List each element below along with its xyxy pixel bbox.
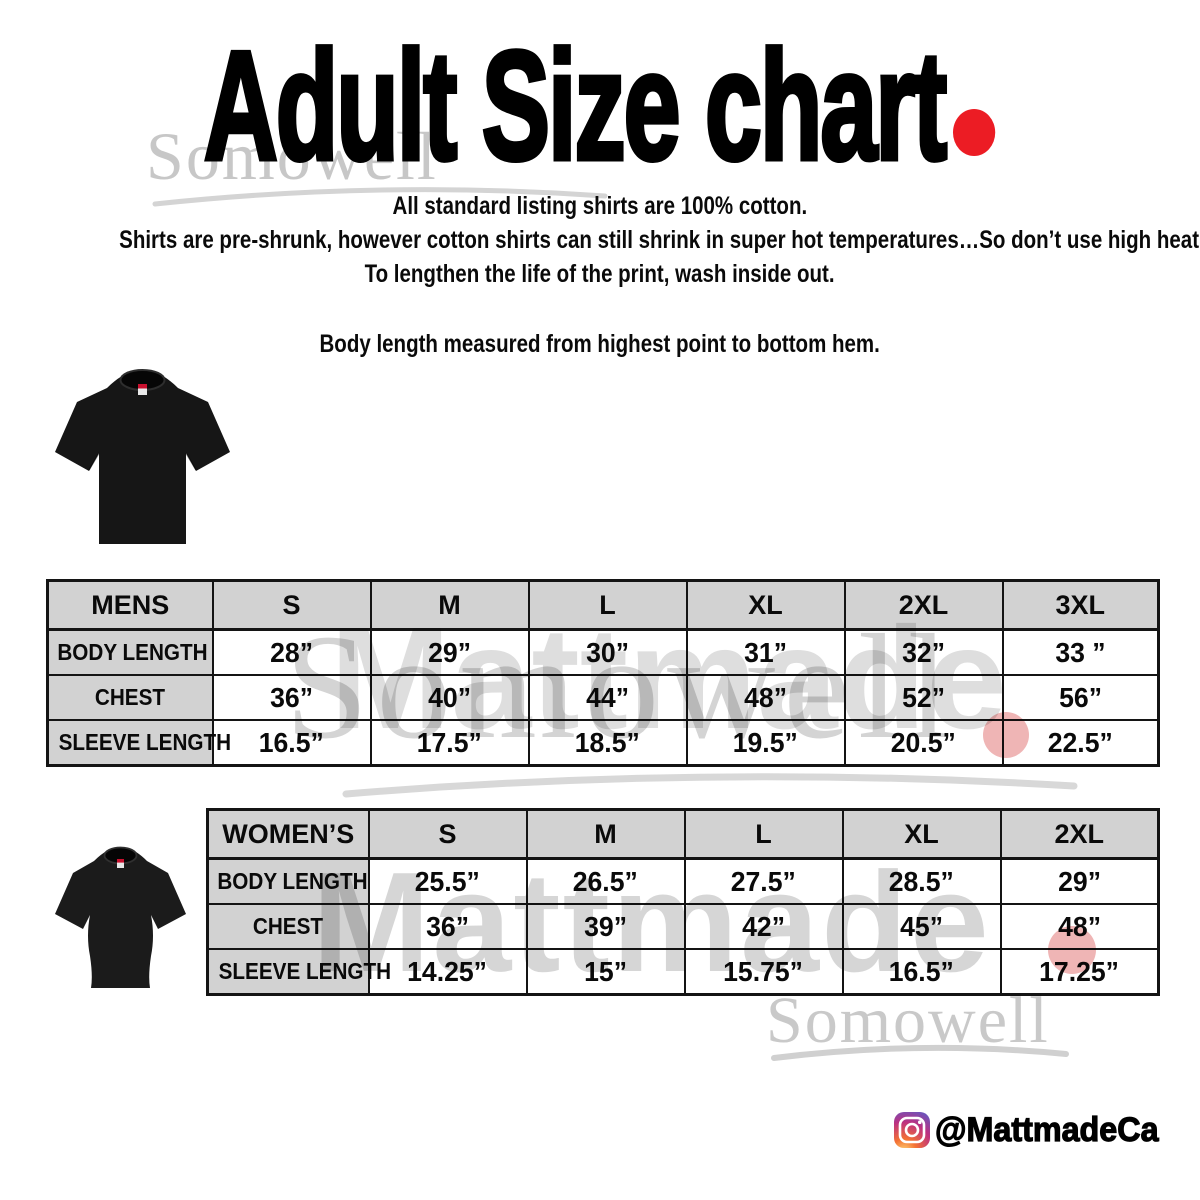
womens-tshirt-image <box>55 846 186 988</box>
row-label: BODY LENGTH <box>46 628 214 676</box>
table-cell: 31” <box>685 628 846 676</box>
table-cell: 19.5” <box>685 719 846 767</box>
watermark-swoosh-bottom <box>771 1044 1069 1061</box>
page-title: Adult Size chart <box>0 26 1200 186</box>
mens-table-title: MENS <box>46 579 214 631</box>
intro-line-2-text: Shirts are pre-shrunk, however cotton sh… <box>119 226 1200 254</box>
body-length-note: Body length measured from highest point … <box>0 330 1200 359</box>
table-cell: 14.25” <box>367 948 528 996</box>
womens-col-xl: XL <box>841 808 1002 860</box>
table-cell: 27.5” <box>683 857 844 905</box>
table-cell: 15” <box>525 948 686 996</box>
mens-col-l: L <box>527 579 688 631</box>
table-cell: 25.5” <box>367 857 528 905</box>
table-cell: 29” <box>369 628 530 676</box>
womens-size-table: WOMEN’S S M L XL 2XL BODY LENGTH 25.5” 2… <box>206 808 1160 996</box>
table-cell: 52” <box>843 674 1004 721</box>
table-cell: 42” <box>683 903 844 950</box>
mens-body-length-row: BODY LENGTH 28” 29” 30” 31” 32” 33 ” <box>46 628 1160 676</box>
table-cell: 17.5” <box>369 719 530 767</box>
mens-col-3xl: 3XL <box>1001 579 1160 631</box>
table-cell: 30” <box>527 628 688 676</box>
mens-header-row: MENS S M L XL 2XL 3XL <box>46 579 1160 631</box>
intro-line-3-text: To lengthen the life of the print, wash … <box>365 260 835 288</box>
footer-social: @MattmadeCa <box>893 1110 1170 1150</box>
row-label: SLEEVE LENGTH <box>46 719 231 767</box>
row-label: SLEEVE LENGTH <box>206 948 391 996</box>
mens-tshirt-image <box>55 369 230 544</box>
table-cell: 29” <box>999 857 1160 905</box>
table-cell: 40” <box>369 674 530 721</box>
table-cell: 36” <box>211 674 372 721</box>
table-cell: 28” <box>211 628 372 676</box>
womens-sleeve-length-row: SLEEVE LENGTH 14.25” 15” 15.75” 16.5” 17… <box>206 948 1160 996</box>
table-cell: 20.5” <box>843 719 1004 767</box>
page-title-text: Adult Size chart <box>203 19 950 192</box>
intro-line-3: To lengthen the life of the print, wash … <box>0 260 1200 289</box>
table-cell: 39” <box>525 903 686 950</box>
table-cell: 18.5” <box>527 719 688 767</box>
table-cell: 17.25” <box>999 948 1160 996</box>
table-cell: 26.5” <box>525 857 686 905</box>
table-cell: 22.5” <box>1001 719 1160 767</box>
table-cell: 28.5” <box>841 857 1002 905</box>
table-cell: 48” <box>685 674 846 721</box>
table-cell: 33 ” <box>1001 628 1160 676</box>
row-label: CHEST <box>46 674 214 721</box>
womens-col-m: M <box>525 808 686 860</box>
intro-line-2: Shirts are pre-shrunk, however cotton sh… <box>0 226 1200 255</box>
mens-size-table: MENS S M L XL 2XL 3XL BODY LENGTH 28” 29… <box>46 579 1160 767</box>
table-cell: 44” <box>527 674 688 721</box>
womens-chest-row: CHEST 36” 39” 42” 45” 48” <box>206 903 1160 950</box>
mens-sleeve-length-row: SLEEVE LENGTH 16.5” 17.5” 18.5” 19.5” 20… <box>46 719 1160 767</box>
womens-col-s: S <box>367 808 528 860</box>
instagram-handle: @MattmadeCa <box>934 1110 1159 1149</box>
table-cell: 16.5” <box>211 719 372 767</box>
row-label: BODY LENGTH <box>206 857 370 905</box>
mens-chest-row: CHEST 36” 40” 44” 48” 52” 56” <box>46 674 1160 721</box>
table-cell: 16.5” <box>841 948 1002 996</box>
row-label: CHEST <box>206 903 370 950</box>
mens-col-xl: XL <box>685 579 846 631</box>
table-cell: 45” <box>841 903 1002 950</box>
mens-col-2xl: 2XL <box>843 579 1004 631</box>
womens-header-row: WOMEN’S S M L XL 2XL <box>206 808 1160 860</box>
intro-line-1-text: All standard listing shirts are 100% cot… <box>392 192 808 220</box>
womens-table-title: WOMEN’S <box>206 808 370 860</box>
table-cell: 36” <box>367 903 528 950</box>
table-cell: 15.75” <box>683 948 844 996</box>
table-cell: 32” <box>843 628 1004 676</box>
womens-col-2xl: 2XL <box>999 808 1160 860</box>
instagram-icon <box>894 1112 930 1148</box>
table-cell: 56” <box>1001 674 1160 721</box>
womens-col-l: L <box>683 808 844 860</box>
mens-col-m: M <box>369 579 530 631</box>
body-length-note-text: Body length measured from highest point … <box>319 330 881 358</box>
womens-body-length-row: BODY LENGTH 25.5” 26.5” 27.5” 28.5” 29” <box>206 857 1160 905</box>
red-period-icon <box>953 109 996 156</box>
table-cell: 48” <box>999 903 1160 950</box>
watermark-swoosh-mens <box>342 773 1078 798</box>
mens-col-s: S <box>211 579 372 631</box>
intro-line-1: All standard listing shirts are 100% cot… <box>0 192 1200 221</box>
watermark-somowell-bottom: Somowell <box>766 984 1050 1057</box>
